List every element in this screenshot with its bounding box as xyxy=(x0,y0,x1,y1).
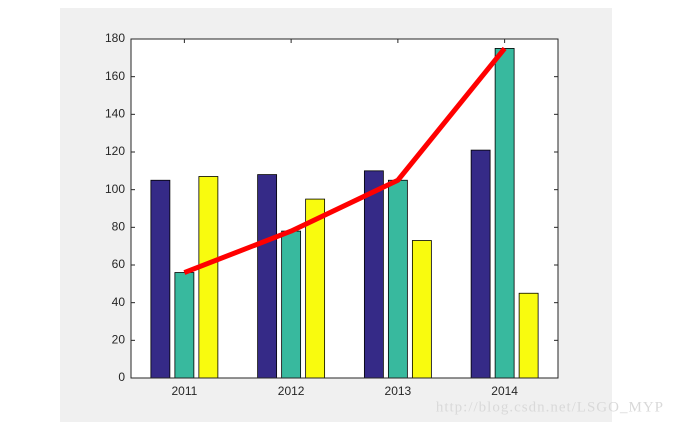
y-tick-label: 100 xyxy=(105,182,125,196)
bar xyxy=(363,170,384,379)
y-tick-label: 20 xyxy=(112,333,126,347)
bar xyxy=(470,149,491,379)
bar xyxy=(411,240,432,379)
bar xyxy=(281,230,302,379)
x-tick-label: 2011 xyxy=(171,384,197,398)
y-tick-label: 120 xyxy=(105,144,125,158)
axes-background xyxy=(131,39,558,378)
y-tick-label: 60 xyxy=(112,257,126,271)
axes-box xyxy=(130,38,559,379)
x-tick-label: 2013 xyxy=(385,384,412,398)
y-tick-label: 140 xyxy=(105,107,125,121)
watermark: http://blog.csdn.net/LSGO_MYP xyxy=(436,399,664,415)
y-tick-label: 0 xyxy=(118,370,125,384)
bar xyxy=(494,48,515,379)
y-tick-label: 80 xyxy=(112,220,126,234)
bar xyxy=(150,179,171,379)
bar xyxy=(198,176,219,379)
y-tick-label: 40 xyxy=(112,295,126,309)
x-tick-label: 2012 xyxy=(278,384,305,398)
bar xyxy=(387,179,408,379)
y-tick-label: 160 xyxy=(105,69,125,83)
line xyxy=(183,46,507,275)
x-tick-label: 2014 xyxy=(491,384,518,398)
y-tick-label: 180 xyxy=(105,31,125,45)
bar xyxy=(518,292,539,379)
bar xyxy=(174,272,195,379)
bar xyxy=(257,174,278,379)
bar xyxy=(305,198,326,379)
